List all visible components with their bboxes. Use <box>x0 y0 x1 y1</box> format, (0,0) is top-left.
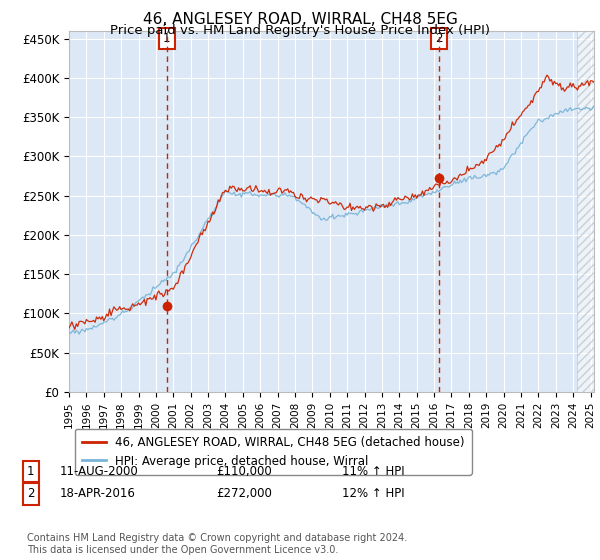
Bar <box>577 31 594 392</box>
Text: 18-APR-2016: 18-APR-2016 <box>60 487 136 501</box>
Text: 1: 1 <box>27 465 35 478</box>
Text: 2: 2 <box>27 487 35 501</box>
Text: 11% ↑ HPI: 11% ↑ HPI <box>342 465 404 478</box>
Text: 11-AUG-2000: 11-AUG-2000 <box>60 465 139 478</box>
Text: 2: 2 <box>436 32 443 45</box>
Text: £272,000: £272,000 <box>216 487 272 501</box>
Text: £110,000: £110,000 <box>216 465 272 478</box>
Text: 1: 1 <box>163 32 170 45</box>
Text: 12% ↑ HPI: 12% ↑ HPI <box>342 487 404 501</box>
Legend: 46, ANGLESEY ROAD, WIRRAL, CH48 5EG (detached house), HPI: Average price, detach: 46, ANGLESEY ROAD, WIRRAL, CH48 5EG (det… <box>75 428 472 475</box>
Text: Price paid vs. HM Land Registry's House Price Index (HPI): Price paid vs. HM Land Registry's House … <box>110 24 490 36</box>
Text: Contains HM Land Registry data © Crown copyright and database right 2024.
This d: Contains HM Land Registry data © Crown c… <box>27 533 407 555</box>
Text: 46, ANGLESEY ROAD, WIRRAL, CH48 5EG: 46, ANGLESEY ROAD, WIRRAL, CH48 5EG <box>143 12 457 27</box>
